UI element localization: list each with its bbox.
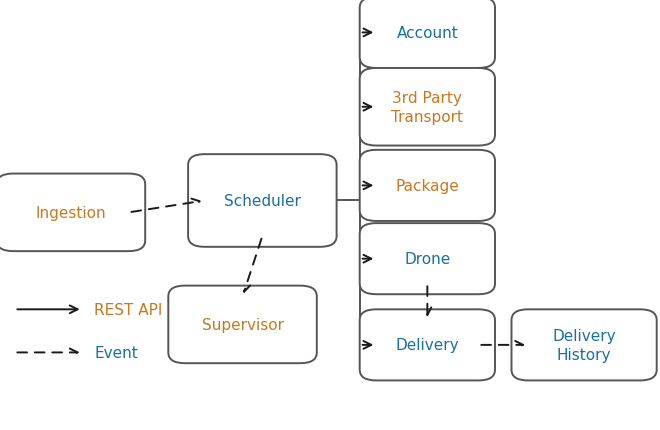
Text: 3rd Party
Transport: 3rd Party Transport [391, 91, 463, 124]
Text: Delivery: Delivery [395, 338, 459, 353]
FancyBboxPatch shape [188, 155, 337, 247]
FancyBboxPatch shape [360, 224, 495, 295]
Text: Drone: Drone [404, 252, 451, 267]
Text: Ingestion: Ingestion [36, 206, 106, 220]
FancyBboxPatch shape [360, 310, 495, 381]
FancyBboxPatch shape [0, 174, 145, 252]
Text: Account: Account [397, 26, 458, 41]
FancyBboxPatch shape [360, 0, 495, 69]
Text: Event: Event [94, 345, 138, 360]
FancyBboxPatch shape [512, 310, 657, 381]
FancyBboxPatch shape [360, 150, 495, 221]
Text: Delivery
History: Delivery History [552, 329, 616, 362]
Text: Package: Package [395, 178, 459, 194]
Text: REST API: REST API [94, 302, 163, 317]
Text: Scheduler: Scheduler [224, 194, 301, 209]
FancyBboxPatch shape [168, 286, 317, 363]
Text: Supervisor: Supervisor [201, 317, 284, 332]
FancyBboxPatch shape [360, 69, 495, 146]
